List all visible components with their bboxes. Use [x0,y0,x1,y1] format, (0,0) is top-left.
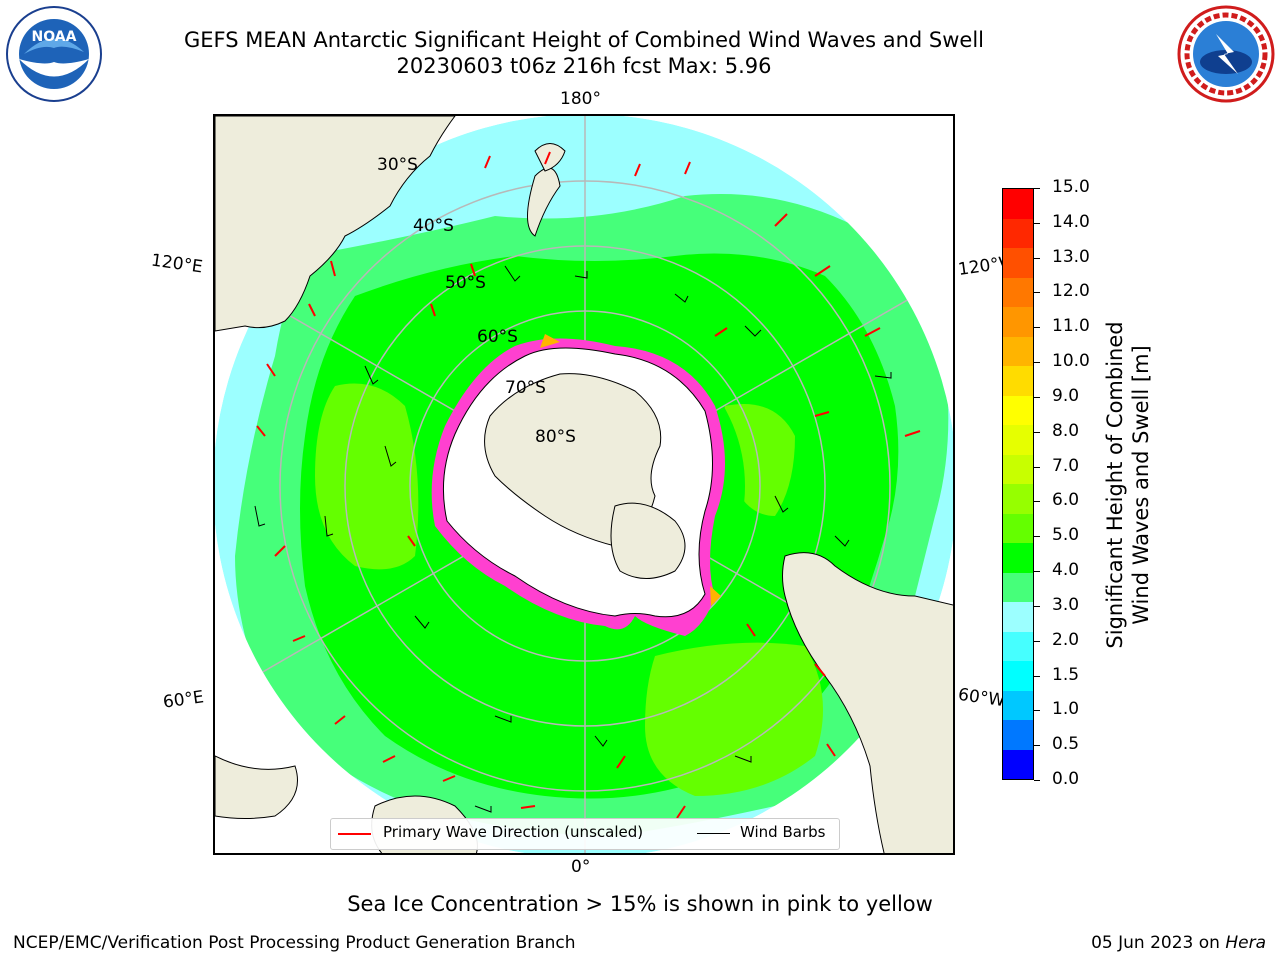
lon-label-180: 180° [560,89,601,109]
sea-ice-note: Sea Ice Concentration > 15% is shown in … [347,892,933,916]
lat-label-70s: 70°S [505,378,546,398]
colorbar-tick-label: 1.5 [1052,664,1080,685]
colorbar-tick-label: 3.0 [1052,594,1080,615]
lon-label-60w: 60°W [956,684,1007,712]
noaa-logo-text: NOAA [32,29,77,45]
colorbar-segment [1003,395,1033,425]
colorbar-tick-mark [1034,536,1040,538]
colorbar-tick-label: 7.0 [1052,455,1080,476]
colorbar-tick-mark [1034,710,1040,712]
colorbar-label-line1: Significant Height of Combined [1103,321,1127,649]
colorbar-tick-mark [1034,605,1040,607]
colorbar-segment [1003,631,1033,661]
colorbar-tick-label: 0.0 [1052,769,1080,789]
lon-label-0: 0° [571,857,591,877]
legend-barb-label: Wind Barbs [740,823,826,841]
colorbar-tick-mark [1034,222,1040,224]
colorbar-segment [1003,189,1033,219]
map-canvas: 30°S 40°S 50°S 60°S 70°S 80°S [215,116,953,853]
colorbar-segment [1003,690,1033,720]
footer-date: 05 Jun 2023 on Hera [1091,933,1266,953]
chart-title: GEFS MEAN Antarctic Significant Height o… [183,28,985,52]
lon-label-120e: 120°E [149,250,204,278]
footer-date-text: 05 Jun 2023 on [1091,933,1226,953]
colorbar-tick-label: 6.0 [1052,490,1080,511]
colorbar-label-line2: Wind Waves and Swell [m] [1129,345,1153,625]
colorbar-tick-label: 12.0 [1052,281,1090,302]
chart-subtitle: 20230603 t06z 216h fcst Max: 5.96 [396,54,772,78]
lat-label-30s: 30°S [377,155,418,175]
footer-machine: Hera [1225,933,1266,953]
colorbar-tick-label: 9.0 [1052,385,1080,406]
colorbar-segment [1003,749,1033,779]
colorbar-tick-mark [1034,675,1040,677]
wave-direction-arrows [256,151,921,819]
colorbar-segment [1003,720,1033,750]
colorbar-segment [1003,661,1033,691]
colorbar-tick-label: 8.0 [1052,420,1080,441]
lat-label-60s: 60°S [477,327,518,347]
colorbar-tick-label: 0.5 [1052,734,1080,755]
colorbar-tick-mark [1034,640,1040,642]
legend-barb-swatch [697,833,730,834]
colorbar-tick-label: 14.0 [1052,211,1090,232]
map-legend: Primary Wave Direction (unscaled) Wind B… [330,818,840,850]
colorbar-tick-mark [1034,362,1040,364]
nws-logo [1176,4,1276,108]
colorbar-label: Significant Height of Combined Wind Wave… [1102,321,1154,648]
colorbar-segment [1003,602,1033,632]
colorbar-segment [1003,277,1033,307]
colorbar-tick-label: 13.0 [1052,246,1090,267]
colorbar-tick-label: 4.0 [1052,560,1080,581]
colorbar-segment [1003,572,1033,602]
colorbar-tick-label: 5.0 [1052,525,1080,546]
colorbar-tick-mark [1034,292,1040,294]
wind-barbs [254,265,892,813]
colorbar-tick-mark [1034,466,1040,468]
colorbar-tick-label: 1.0 [1052,699,1080,720]
colorbar-tick-mark [1034,571,1040,573]
lon-label-60e: 60°E [161,687,206,713]
footer-branch: NCEP/EMC/Verification Post Processing Pr… [13,933,576,953]
lat-label-40s: 40°S [413,216,454,236]
colorbar-tick-label: 2.0 [1052,629,1080,650]
colorbar-segment [1003,307,1033,337]
colorbar-tick-label: 15.0 [1052,177,1090,197]
lat-label-80s: 80°S [535,427,576,447]
colorbar-tick-mark [1034,327,1040,329]
colorbar-segment [1003,513,1033,543]
colorbar-tick-label: 11.0 [1052,316,1090,337]
colorbar-segment [1003,248,1033,278]
colorbar-tick-mark [1034,431,1040,433]
colorbar-segment [1003,543,1033,573]
noaa-logo: NOAA [4,4,104,108]
colorbar-tick-mark [1034,501,1040,503]
colorbar-segment [1003,336,1033,366]
colorbar-tick-mark [1034,257,1040,259]
colorbar-segment [1003,366,1033,396]
lat-label-50s: 50°S [445,273,486,293]
colorbar [1002,188,1034,780]
colorbar-tick-mark [1034,396,1040,398]
map-panel: 30°S 40°S 50°S 60°S 70°S 80°S [213,114,955,855]
colorbar-tick-mark [1034,745,1040,747]
colorbar-tick-mark [1034,780,1040,781]
colorbar-segment [1003,218,1033,248]
legend-wave-swatch [338,833,371,835]
latitude-labels: 30°S 40°S 50°S 60°S 70°S 80°S [377,155,576,447]
colorbar-segment [1003,425,1033,455]
colorbar-segment [1003,484,1033,514]
colorbar-tick-mark [1034,188,1040,189]
colorbar-tick-label: 10.0 [1052,351,1090,372]
antarctica [442,347,713,618]
colorbar-segment [1003,454,1033,484]
legend-wave-label: Primary Wave Direction (unscaled) [383,823,644,841]
